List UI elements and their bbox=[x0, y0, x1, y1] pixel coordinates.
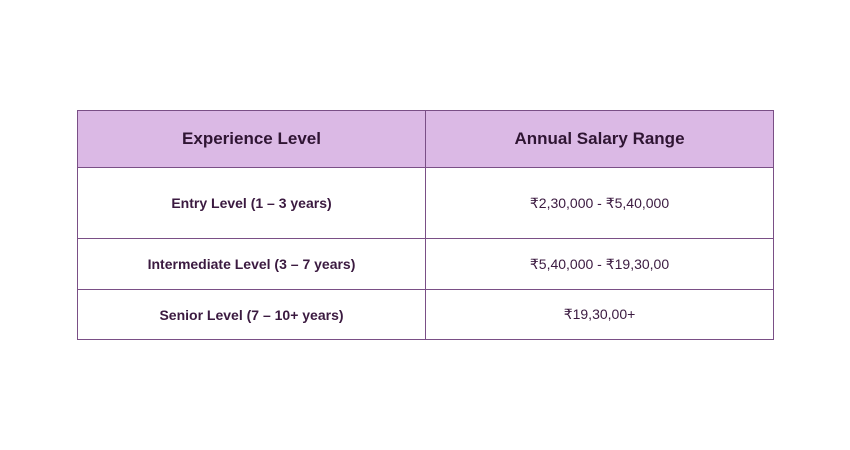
experience-level-cell: Senior Level (7 – 10+ years) bbox=[77, 289, 426, 340]
experience-level-cell: Intermediate Level (3 – 7 years) bbox=[77, 238, 426, 290]
table-row: Entry Level (1 – 3 years) ₹2,30,000 - ₹5… bbox=[77, 167, 774, 239]
header-row: Experience Level Annual Salary Range bbox=[77, 110, 774, 168]
table-row: Intermediate Level (3 – 7 years) ₹5,40,0… bbox=[77, 238, 774, 290]
salary-range-cell: ₹5,40,000 - ₹19,30,00 bbox=[425, 238, 774, 290]
salary-range-cell: ₹2,30,000 - ₹5,40,000 bbox=[425, 167, 774, 239]
table-header: Experience Level Annual Salary Range bbox=[77, 110, 774, 168]
table-body: Entry Level (1 – 3 years) ₹2,30,000 - ₹5… bbox=[77, 167, 774, 340]
header-experience-level: Experience Level bbox=[77, 110, 426, 168]
salary-range-cell: ₹19,30,00+ bbox=[425, 289, 774, 340]
header-annual-salary-range: Annual Salary Range bbox=[425, 110, 774, 168]
table-row: Senior Level (7 – 10+ years) ₹19,30,00+ bbox=[77, 289, 774, 340]
salary-table: Experience Level Annual Salary Range Ent… bbox=[77, 110, 774, 340]
experience-level-cell: Entry Level (1 – 3 years) bbox=[77, 167, 426, 239]
